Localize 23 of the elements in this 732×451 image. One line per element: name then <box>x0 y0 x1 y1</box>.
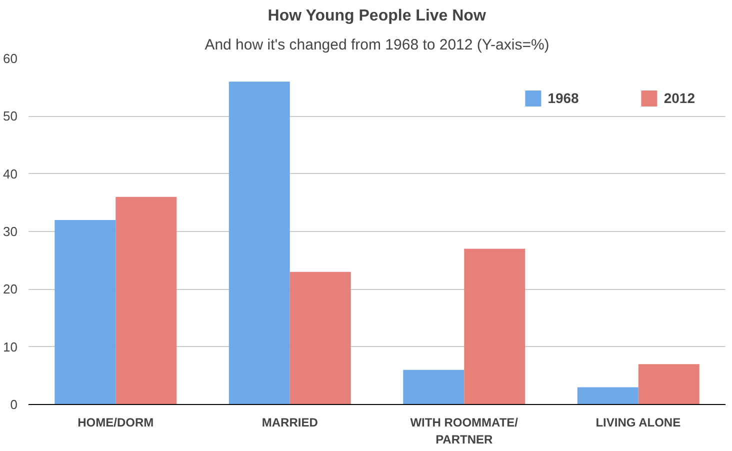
y-tick-label: 10 <box>3 339 18 354</box>
legend-label: 1968 <box>548 90 579 106</box>
bar <box>116 196 177 404</box>
bar <box>403 370 464 404</box>
y-tick-label: 50 <box>3 108 18 124</box>
bar <box>228 82 290 404</box>
y-tick-label: 20 <box>3 282 18 297</box>
x-tick-label: LIVING ALONE <box>596 416 681 430</box>
y-tick-label: 60 <box>3 51 18 66</box>
legend-label: 2012 <box>664 90 695 106</box>
bar <box>577 387 638 404</box>
bar <box>290 272 351 404</box>
y-tick-label: 0 <box>10 397 18 412</box>
chart-title: How Young People Live Now <box>268 8 486 24</box>
y-tick-label: 40 <box>3 166 18 182</box>
bar <box>54 220 116 404</box>
y-tick-label: 30 <box>3 224 18 239</box>
x-tick-label: WITH ROOMMATE/ PARTNER <box>410 416 519 446</box>
bar <box>638 364 700 404</box>
x-tick-label: HOME/DORM <box>78 416 154 430</box>
chart-subtitle: And how it's changed from 1968 to 2012 (Y-axis=%) <box>204 36 550 54</box>
bar <box>464 248 526 404</box>
x-tick-label: MARRIED <box>262 416 318 430</box>
